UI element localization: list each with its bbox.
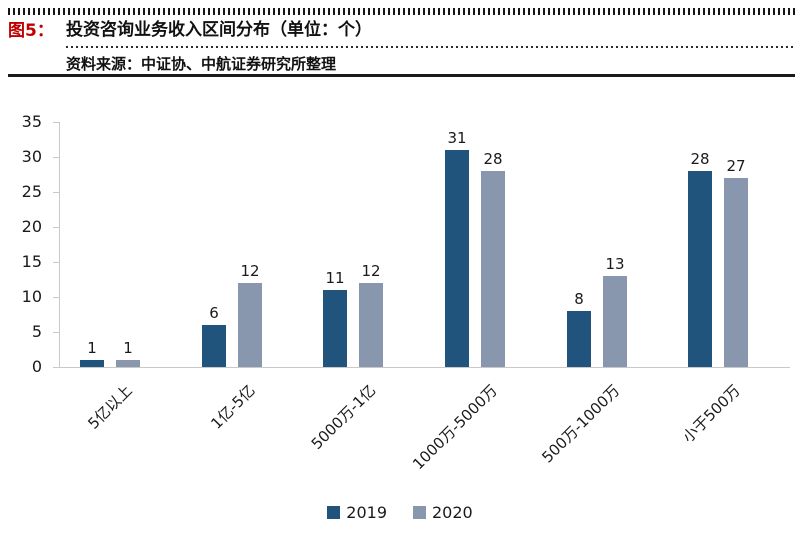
bar-2019 [567, 311, 591, 367]
data-source-note: 资料来源：中证协、中航证券研究所整理 [66, 55, 337, 73]
bar-value-label: 13 [605, 255, 625, 273]
y-axis-line [59, 122, 60, 368]
bar-column-2019: 8 [567, 122, 591, 367]
y-tick-mark [53, 122, 60, 123]
bar-2020 [481, 171, 505, 367]
bar-group: 6 12 [202, 122, 262, 367]
y-tick-label: 20 [21, 217, 42, 236]
bar-value-label: 11 [325, 269, 345, 287]
bar-column-2020: 28 [481, 122, 505, 367]
bar-group: 11 12 [323, 122, 383, 367]
bar-value-label: 1 [87, 339, 97, 357]
bar-2020 [359, 283, 383, 367]
bar-column-2019: 28 [688, 122, 712, 367]
bar-2019 [688, 171, 712, 367]
bar-column-2019: 11 [323, 122, 347, 367]
bar-group: 31 28 [445, 122, 505, 367]
y-tick-mark [53, 227, 60, 228]
y-tick-mark [53, 297, 60, 298]
bar-2019 [323, 290, 347, 367]
legend-label: 2020 [432, 503, 473, 522]
bar-group: 8 13 [567, 122, 627, 367]
bar-value-label: 28 [483, 150, 503, 168]
legend-swatch-2020 [413, 506, 426, 519]
figure-number-tag: 图5： [8, 21, 54, 41]
legend-item-2020: 2020 [413, 503, 473, 522]
bar-column-2020: 27 [724, 122, 748, 367]
bar-column-2020: 12 [238, 122, 262, 367]
y-tick-mark [53, 262, 60, 263]
bar-value-label: 28 [690, 150, 710, 168]
y-tick-label: 10 [21, 287, 42, 306]
bar-column-2019: 31 [445, 122, 469, 367]
chart-legend: 2019 2020 [0, 503, 800, 522]
bar-value-label: 1 [123, 339, 133, 357]
bar-2020 [238, 283, 262, 367]
y-tick-label: 30 [21, 147, 42, 166]
bar-2020 [724, 178, 748, 367]
y-tick-mark [53, 192, 60, 193]
bar-value-label: 27 [726, 157, 746, 175]
y-tick-label: 35 [21, 112, 42, 131]
bar-2020 [116, 360, 140, 367]
bar-value-label: 6 [209, 304, 219, 322]
x-category-label: 1亿-5亿 [206, 381, 259, 433]
bar-column-2020: 13 [603, 122, 627, 367]
bar-value-label: 12 [240, 262, 260, 280]
bar-value-label: 8 [574, 290, 584, 308]
bar-2020 [603, 276, 627, 367]
y-tick-mark [53, 157, 60, 158]
x-category-label: 5000万-1亿 [307, 381, 380, 453]
plot-area: 1 1 6 12 11 12 31 28 8 13 28 27 [60, 122, 790, 368]
legend-swatch-2019 [327, 506, 341, 519]
y-tick-label: 5 [31, 322, 42, 341]
x-category-label: 1000万-5000万 [409, 381, 502, 474]
bar-2019 [202, 325, 226, 367]
hatched-top-border [8, 8, 795, 15]
x-category-label: 500万-1000万 [538, 381, 624, 467]
figure-title: 投资咨询业务收入区间分布（单位：个） [66, 20, 372, 40]
legend-item-2019: 2019 [327, 503, 387, 522]
bar-group: 28 27 [688, 122, 748, 367]
bar-2019 [80, 360, 104, 367]
y-tick-label: 0 [31, 357, 42, 376]
legend-label: 2019 [346, 503, 387, 522]
bar-2019 [445, 150, 469, 367]
y-tick-label: 25 [21, 182, 42, 201]
bar-column-2020: 1 [116, 122, 140, 367]
header-divider [8, 74, 795, 77]
bar-value-label: 31 [447, 129, 467, 147]
y-tick-mark [53, 367, 60, 368]
y-tick-label: 15 [21, 252, 42, 271]
bar-column-2019: 6 [202, 122, 226, 367]
y-tick-mark [53, 332, 60, 333]
bar-column-2020: 12 [359, 122, 383, 367]
bar-value-label: 12 [361, 262, 381, 280]
bar-column-2019: 1 [80, 122, 104, 367]
x-category-label: 小于500万 [679, 381, 745, 447]
x-category-label: 5亿以上 [84, 381, 137, 433]
dotted-separator [66, 46, 795, 48]
